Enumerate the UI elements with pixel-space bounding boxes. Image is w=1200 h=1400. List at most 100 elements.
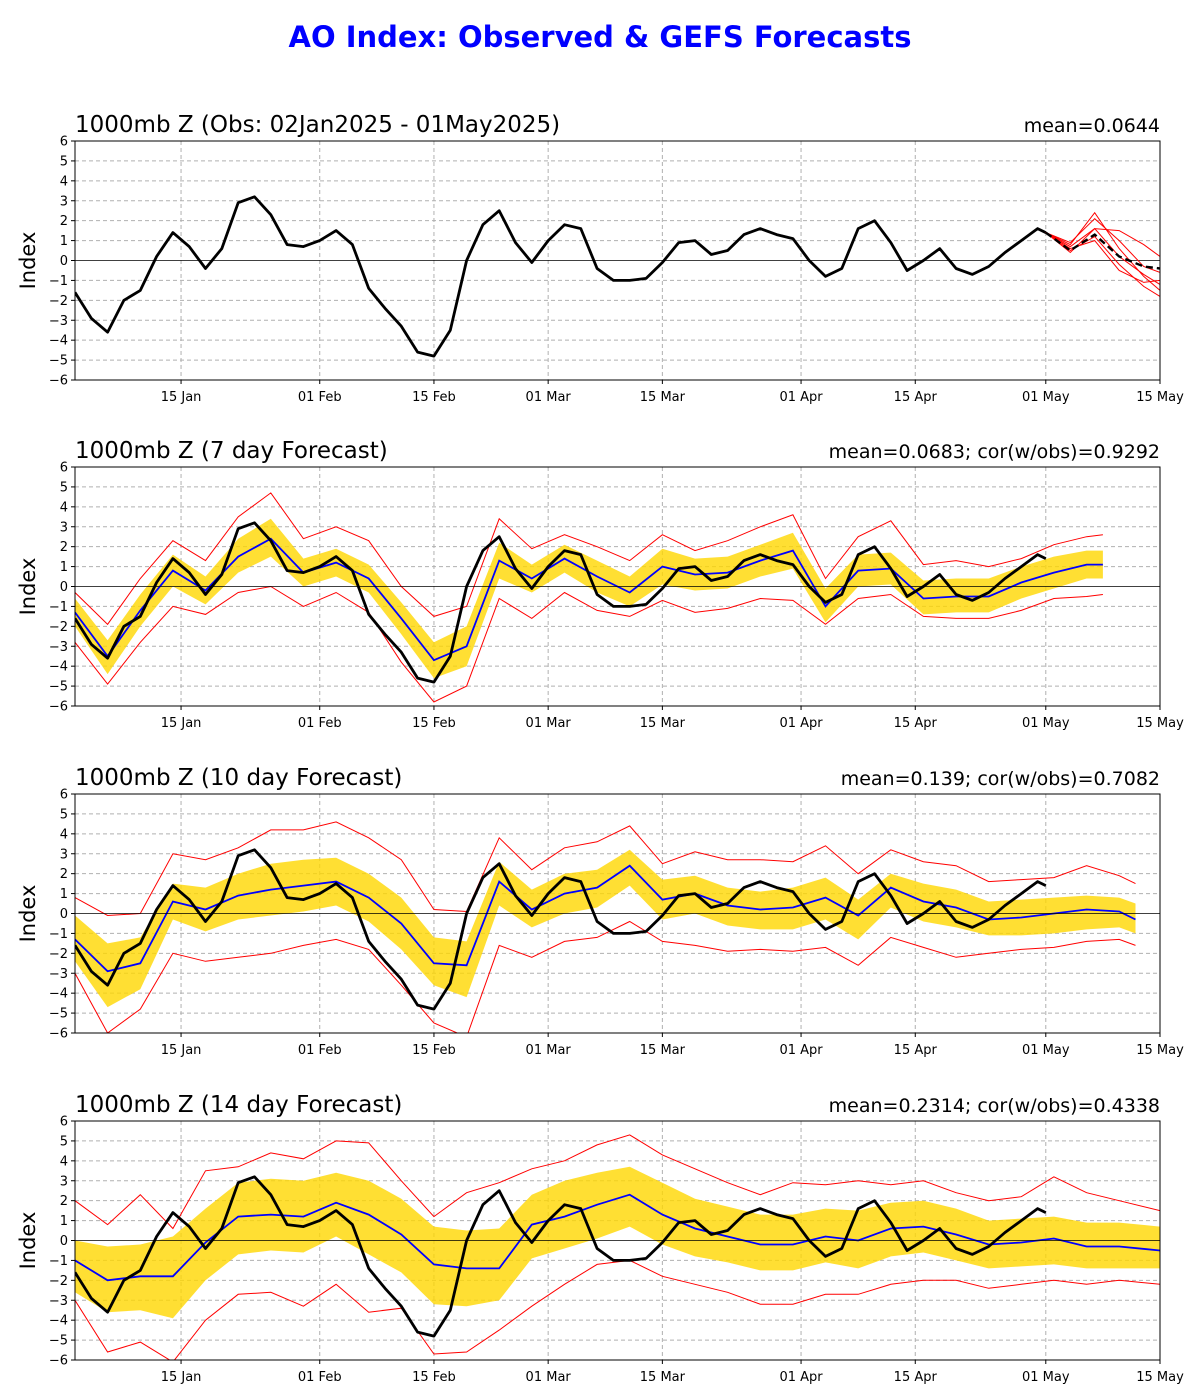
y-tick-label: 6 [60, 461, 68, 476]
plot-area [75, 492, 1160, 703]
chart-panel-2: −6 −5 −4 −3 −2 −1 0 1 2 3 4 5 6 15 Jan 01 Feb 15 Feb 01 … [16, 438, 1184, 731]
y-tick-label: −5 [49, 1334, 68, 1349]
y-tick-label: −6 [49, 700, 68, 715]
x-tick-label: 01 Apr [779, 1370, 823, 1385]
panel-stats: mean=0.139; cor(w/obs)=0.7082 [841, 768, 1160, 790]
y-tick-label: −5 [49, 680, 68, 695]
x-tick-label: 15 Apr [894, 1043, 938, 1058]
y-tick-label: 3 [60, 847, 68, 862]
y-tick-label: 2 [60, 540, 68, 555]
y-tick-label: 5 [60, 807, 68, 822]
x-tick-label: 15 Jan [161, 390, 202, 405]
y-tick-label: −4 [49, 660, 68, 675]
panel-title: 1000mb Z (Obs: 02Jan2025 - 01May2025) [75, 112, 560, 138]
y-tick-label: 0 [60, 254, 68, 269]
envelope-lower-line [75, 1259, 1160, 1360]
y-tick-label: −5 [49, 1007, 68, 1022]
y-tick-label: −6 [49, 1354, 68, 1369]
ensemble-mean-line [75, 537, 1103, 662]
panel-stats: mean=0.2314; cor(w/obs)=0.4338 [829, 1095, 1160, 1117]
x-tick-label: 01 May [1022, 716, 1070, 731]
x-tick-label: 15 Mar [640, 390, 686, 405]
x-tick-label: 01 Mar [526, 1370, 572, 1385]
forecast-mean-line [1045, 231, 1160, 270]
envelope-lower-line [75, 585, 1103, 703]
x-tick-label: 15 Mar [640, 716, 686, 731]
y-tick-label: 1 [60, 887, 68, 902]
y-tick-label: −1 [49, 927, 68, 942]
y-tick-label: −2 [49, 294, 68, 309]
y-axis-label: Index [16, 558, 40, 616]
y-tick-label: 1 [60, 560, 68, 575]
y-tick-label: 1 [60, 1214, 68, 1229]
envelope-upper-line [75, 1134, 1160, 1230]
page-title: AO Index: Observed & GEFS Forecasts [288, 20, 912, 54]
ensemble-mean-line [75, 1193, 1160, 1282]
panel-title: 1000mb Z (7 day Forecast) [75, 438, 388, 464]
y-tick-label: 3 [60, 1174, 68, 1189]
observed-line [75, 848, 1047, 1011]
chart-panel-3: −6 −5 −4 −3 −2 −1 0 1 2 3 4 5 6 15 Jan 01 Feb 15 Feb 01 … [16, 765, 1184, 1058]
y-tick-label: −2 [49, 1274, 68, 1289]
y-tick-label: 5 [60, 480, 68, 495]
y-tick-label: −2 [49, 947, 68, 962]
y-tick-label: −6 [49, 374, 68, 389]
forecast-member-line [1045, 228, 1160, 257]
x-tick-label: 01 Mar [526, 716, 572, 731]
panel-title: 1000mb Z (10 day Forecast) [75, 765, 402, 791]
y-tick-label: −3 [49, 1294, 68, 1309]
y-tick-label: −2 [49, 620, 68, 635]
y-tick-label: 0 [60, 907, 68, 922]
y-tick-label: 2 [60, 214, 68, 229]
y-tick-label: 4 [60, 500, 68, 515]
y-tick-label: 3 [60, 194, 68, 209]
x-tick-label: 15 Jan [161, 1043, 202, 1058]
panel-stats: mean=0.0683; cor(w/obs)=0.9292 [829, 441, 1160, 463]
y-tick-label: −4 [49, 334, 68, 349]
y-tick-label: 0 [60, 1234, 68, 1249]
x-tick-label: 15 Feb [412, 390, 456, 405]
y-tick-label: 4 [60, 827, 68, 842]
y-tick-label: 2 [60, 867, 68, 882]
x-tick-label: 01 May [1022, 390, 1070, 405]
x-tick-label: 15 Jan [161, 1370, 202, 1385]
y-tick-label: −1 [49, 600, 68, 615]
x-tick-label: 15 Apr [894, 390, 938, 405]
y-tick-label: 6 [60, 135, 68, 150]
y-tick-label: 6 [60, 1115, 68, 1130]
forecast-member-line [1045, 232, 1160, 283]
x-tick-label: 01 Feb [298, 716, 342, 731]
y-tick-label: −3 [49, 640, 68, 655]
x-tick-label: 01 Feb [298, 1043, 342, 1058]
panel-stats: mean=0.0644 [1024, 115, 1160, 137]
y-tick-label: −1 [49, 274, 68, 289]
envelope-upper-line [75, 821, 1136, 917]
x-tick-label: 15 Mar [640, 1370, 686, 1385]
y-axis-label: Index [16, 232, 40, 290]
y-tick-label: 4 [60, 1154, 68, 1169]
observed-line [75, 521, 1047, 684]
spread-band [75, 1166, 1160, 1319]
x-tick-label: 01 Apr [779, 716, 823, 731]
x-tick-label: 15 Apr [894, 1370, 938, 1385]
forecast-member-line [1045, 227, 1160, 285]
x-tick-label: 15 May [1136, 390, 1184, 405]
x-tick-label: 15 May [1136, 1370, 1184, 1385]
x-tick-label: 01 May [1022, 1370, 1070, 1385]
y-tick-label: −5 [49, 354, 68, 369]
x-tick-label: 15 Jan [161, 716, 202, 731]
x-tick-label: 15 Feb [412, 1043, 456, 1058]
plot-area [75, 821, 1160, 1033]
y-tick-label: 2 [60, 1194, 68, 1209]
y-tick-label: 4 [60, 174, 68, 189]
y-tick-label: −6 [49, 1027, 68, 1042]
spread-band [75, 849, 1136, 1008]
y-tick-label: 1 [60, 234, 68, 249]
x-tick-label: 15 Mar [640, 1043, 686, 1058]
x-tick-label: 15 Feb [412, 716, 456, 731]
y-tick-label: −4 [49, 1314, 68, 1329]
y-tick-label: 5 [60, 1134, 68, 1149]
chart-panel-1: −6 −5 −4 −3 −2 −1 0 1 2 3 4 5 6 15 Jan 01 Feb 15 Feb 01 … [16, 112, 1184, 405]
envelope-lower-line [75, 920, 1136, 1033]
